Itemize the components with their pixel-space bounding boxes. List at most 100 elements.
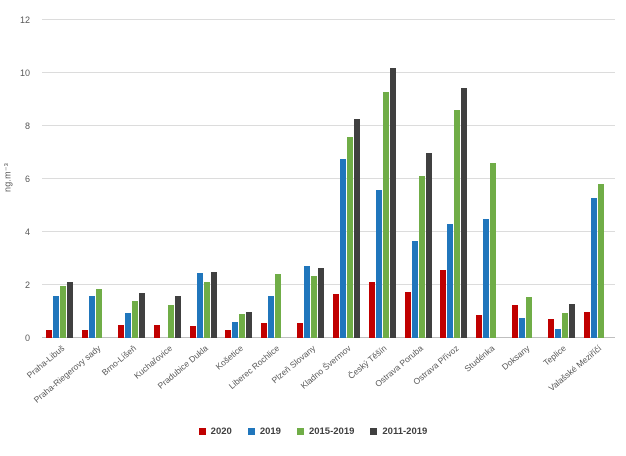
legend-item-2020: 2020 bbox=[198, 426, 232, 437]
bar-2011-2019 bbox=[210, 271, 217, 338]
bar-2019 bbox=[232, 322, 239, 338]
bar-2015-2019 bbox=[132, 300, 139, 338]
legend-swatch-icon bbox=[370, 428, 378, 435]
bar-2019 bbox=[518, 318, 525, 338]
bar-2019 bbox=[447, 224, 454, 338]
legend-label: 2011-2019 bbox=[382, 426, 428, 437]
bar-2019 bbox=[125, 312, 132, 338]
bar-group bbox=[543, 20, 579, 338]
legend-label: 2019 bbox=[259, 426, 281, 437]
legend-swatch-icon bbox=[247, 428, 255, 435]
bar-2019 bbox=[196, 273, 203, 338]
bar-group bbox=[42, 20, 78, 338]
bar-group bbox=[293, 20, 329, 338]
bar-2019 bbox=[53, 295, 60, 338]
legend-label: 2020 bbox=[210, 426, 232, 437]
bar-2020 bbox=[547, 319, 554, 338]
bar-2011-2019 bbox=[568, 303, 575, 338]
gridline bbox=[42, 284, 615, 285]
bar-group bbox=[221, 20, 257, 338]
legend-swatch-icon bbox=[198, 428, 206, 435]
bar-2020 bbox=[368, 282, 375, 338]
bar-2011-2019 bbox=[246, 311, 253, 338]
plot-area bbox=[42, 19, 615, 338]
bar-2015-2019 bbox=[346, 136, 353, 338]
bar-group bbox=[436, 20, 472, 338]
x-axis-label-text: Praha-Riegerovy sady bbox=[31, 343, 103, 405]
bar-2020 bbox=[511, 304, 518, 338]
bar-2015-2019 bbox=[96, 288, 103, 338]
bar-2020 bbox=[153, 324, 160, 338]
bar-2020 bbox=[476, 315, 483, 338]
bar-2015-2019 bbox=[239, 314, 246, 338]
x-axis-labels: Praha-Libuš Praha-Riegerovy sady Brno-Líše… bbox=[25, 341, 615, 419]
bar-group bbox=[400, 20, 436, 338]
bar-2011-2019 bbox=[389, 67, 396, 338]
bar-group bbox=[149, 20, 185, 338]
gridline bbox=[42, 72, 615, 73]
gridline bbox=[42, 19, 615, 20]
bar-2020 bbox=[404, 291, 411, 338]
bar-2019 bbox=[554, 328, 561, 338]
y-tick-label: 8 bbox=[24, 121, 30, 131]
bar-2015-2019 bbox=[167, 304, 174, 338]
bar-2020 bbox=[189, 326, 196, 338]
y-tick-label: 2 bbox=[24, 280, 30, 290]
bar-2011-2019 bbox=[139, 292, 146, 338]
bar-2020 bbox=[82, 330, 89, 338]
gridline bbox=[42, 178, 615, 179]
legend-item-2011-2019: 2011-2019 bbox=[370, 426, 427, 437]
bar-group bbox=[472, 20, 508, 338]
bar-2020 bbox=[261, 323, 268, 338]
bar-group bbox=[78, 20, 114, 338]
bar-2020 bbox=[332, 294, 339, 338]
legend-item-2019: 2019 bbox=[247, 426, 281, 437]
bar-2019 bbox=[375, 189, 382, 338]
y-tick-label: 4 bbox=[24, 227, 30, 237]
bar-2015-2019 bbox=[382, 91, 389, 338]
y-tick-label: 10 bbox=[19, 68, 30, 78]
bar-group bbox=[579, 20, 615, 338]
x-axis-line bbox=[42, 337, 615, 338]
bar-2019 bbox=[483, 218, 490, 338]
bar-group bbox=[508, 20, 544, 338]
bar-2020 bbox=[297, 323, 304, 338]
bar-2011-2019 bbox=[353, 119, 360, 338]
bar-2015-2019 bbox=[490, 163, 497, 338]
bar-2019 bbox=[268, 295, 275, 338]
bar-2015-2019 bbox=[275, 274, 282, 338]
bar-groups bbox=[42, 20, 615, 338]
bar-2011-2019 bbox=[461, 87, 468, 338]
bar-2011-2019 bbox=[425, 152, 432, 338]
bar-2019 bbox=[89, 295, 96, 338]
legend-label: 2015-2019 bbox=[308, 426, 355, 437]
gridline bbox=[42, 125, 615, 126]
x-axis-label-text: Teplice bbox=[541, 343, 568, 368]
bar-group bbox=[329, 20, 365, 338]
bar-2015-2019 bbox=[60, 286, 67, 338]
bar-2015-2019 bbox=[454, 110, 461, 338]
bar-2020 bbox=[225, 330, 232, 338]
bar-2019 bbox=[339, 159, 346, 338]
bar-2015-2019 bbox=[597, 184, 604, 338]
bar-2015-2019 bbox=[311, 275, 318, 338]
bar-group bbox=[364, 20, 400, 338]
legend: 2020 2019 2015-2019 2011-2019 bbox=[0, 426, 626, 437]
bar-2015-2019 bbox=[525, 296, 532, 338]
bar-2019 bbox=[590, 197, 597, 338]
bar-2011-2019 bbox=[174, 295, 181, 338]
y-tick-label: 0 bbox=[24, 333, 30, 343]
bar-group bbox=[185, 20, 221, 338]
bar-2011-2019 bbox=[318, 267, 325, 338]
x-axis-label-text: Studénka bbox=[462, 343, 497, 374]
legend-item-2015-2019: 2015-2019 bbox=[296, 426, 355, 437]
bar-2020 bbox=[46, 330, 53, 338]
bar-group bbox=[257, 20, 293, 338]
bar-2020 bbox=[440, 270, 447, 338]
bar-2011-2019 bbox=[67, 282, 74, 338]
bar-2015-2019 bbox=[561, 312, 568, 338]
bar-group bbox=[114, 20, 150, 338]
x-axis-label-text: Doksany bbox=[500, 343, 532, 372]
y-tick-label: 12 bbox=[19, 15, 30, 25]
